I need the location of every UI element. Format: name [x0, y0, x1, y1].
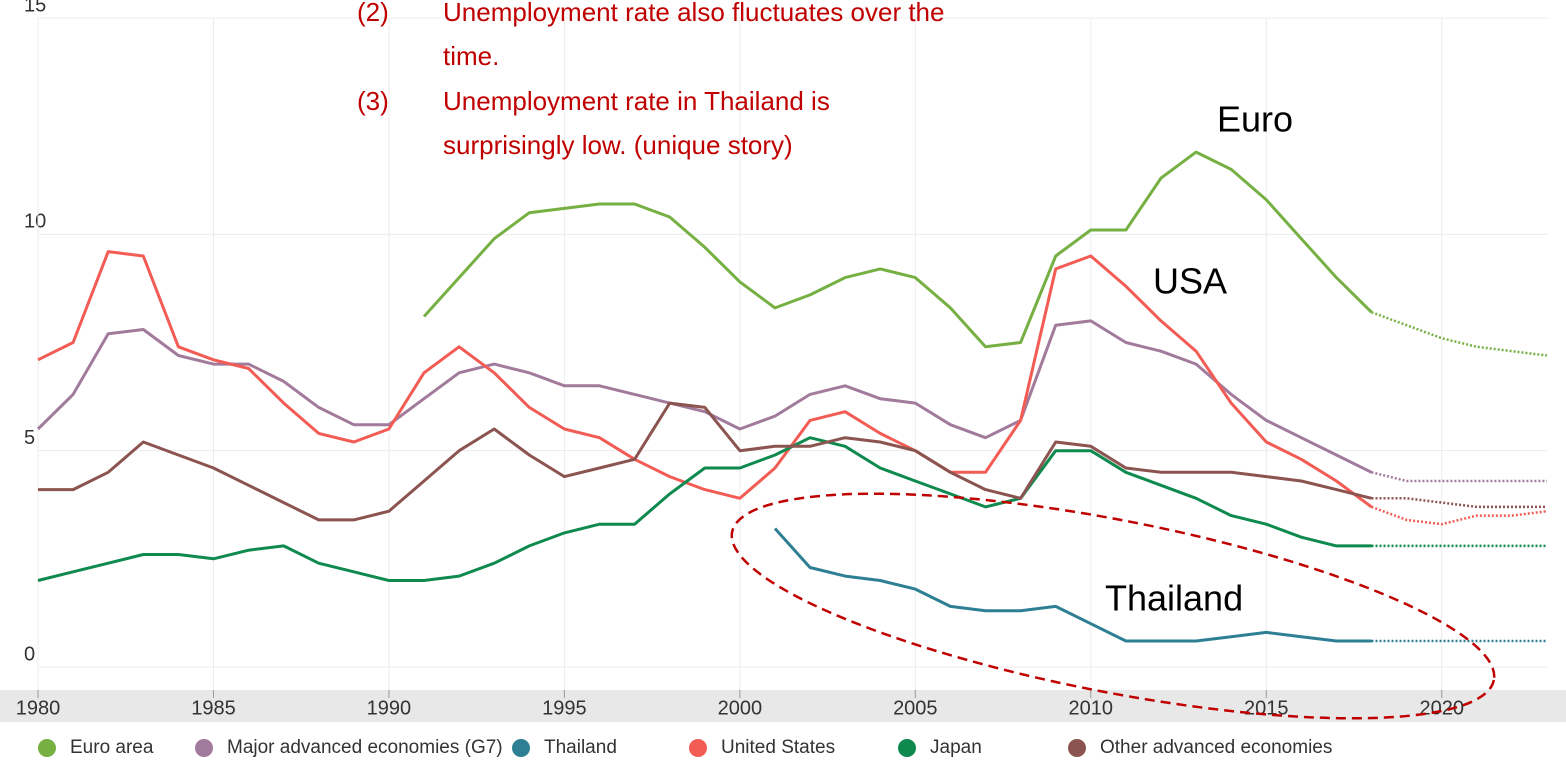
y-tick-label: 10: [24, 211, 46, 233]
legend-label: Japan: [930, 737, 982, 758]
legend-swatch: [195, 739, 213, 757]
forecast-line: [1371, 471, 1547, 483]
series-line: [422, 150, 1373, 349]
y-tick-label: 15: [24, 0, 46, 16]
x-tick-label: 1985: [191, 697, 236, 719]
series-line: [36, 319, 1373, 474]
lines: [36, 150, 1548, 643]
x-tick-label: 2015: [1244, 697, 1289, 719]
forecast-line: [1371, 505, 1548, 526]
y-tick-label: 0: [24, 643, 35, 665]
series-line: [37, 436, 1372, 582]
x-tick-label: 2005: [893, 697, 938, 719]
legend-label: Thailand: [544, 737, 617, 758]
forecast-line: [1371, 311, 1548, 357]
legend-swatch: [1068, 739, 1086, 757]
euro-label: Euro: [1217, 99, 1293, 140]
annotation-line: Unemployment rate also fluctuates over t…: [443, 0, 944, 27]
grid: 0 5 10 15 1980 1985 1990 1995 2000 2005 2010 2015 20…: [16, 0, 1547, 719]
forecast-line: [1371, 497, 1547, 509]
usa-label: USA: [1153, 261, 1227, 302]
highlight-ellipse: [730, 492, 1496, 720]
thailand-label: Thailand: [1105, 578, 1243, 619]
annotation-line: surprisingly low. (unique story): [443, 130, 793, 160]
legend-swatch: [898, 739, 916, 757]
x-tick-label: 1995: [542, 697, 587, 719]
x-tick-label: 2020: [1419, 697, 1464, 719]
legend-label: Major advanced economies (G7): [227, 737, 503, 758]
series-line: [773, 527, 1372, 643]
x-tick-label: 2010: [1069, 697, 1114, 719]
x-tick-label: 1990: [367, 697, 412, 719]
x-tick-label: 2000: [718, 697, 763, 719]
legend-swatch: [689, 739, 707, 757]
series-line: [38, 401, 1372, 522]
legend-swatch: [512, 739, 530, 757]
x-tick-label: 1980: [16, 697, 61, 719]
legend-label: Other advanced economies: [1100, 737, 1332, 758]
series-line: [37, 250, 1373, 509]
legend: Euro area Major advanced economies (G7) Th…: [38, 737, 1332, 758]
annotation-number: (2): [357, 0, 389, 27]
annotations: (2) Unemployment rate also fluctuates ove…: [357, 0, 944, 160]
legend-label: United States: [721, 737, 835, 758]
annotation-line: Unemployment rate in Thailand is: [443, 86, 830, 116]
annotation-number: (3): [357, 86, 389, 116]
y-tick-label: 5: [24, 427, 35, 449]
legend-swatch: [38, 739, 56, 757]
annotation-line: time.: [443, 41, 499, 71]
legend-label: Euro area: [70, 737, 154, 758]
